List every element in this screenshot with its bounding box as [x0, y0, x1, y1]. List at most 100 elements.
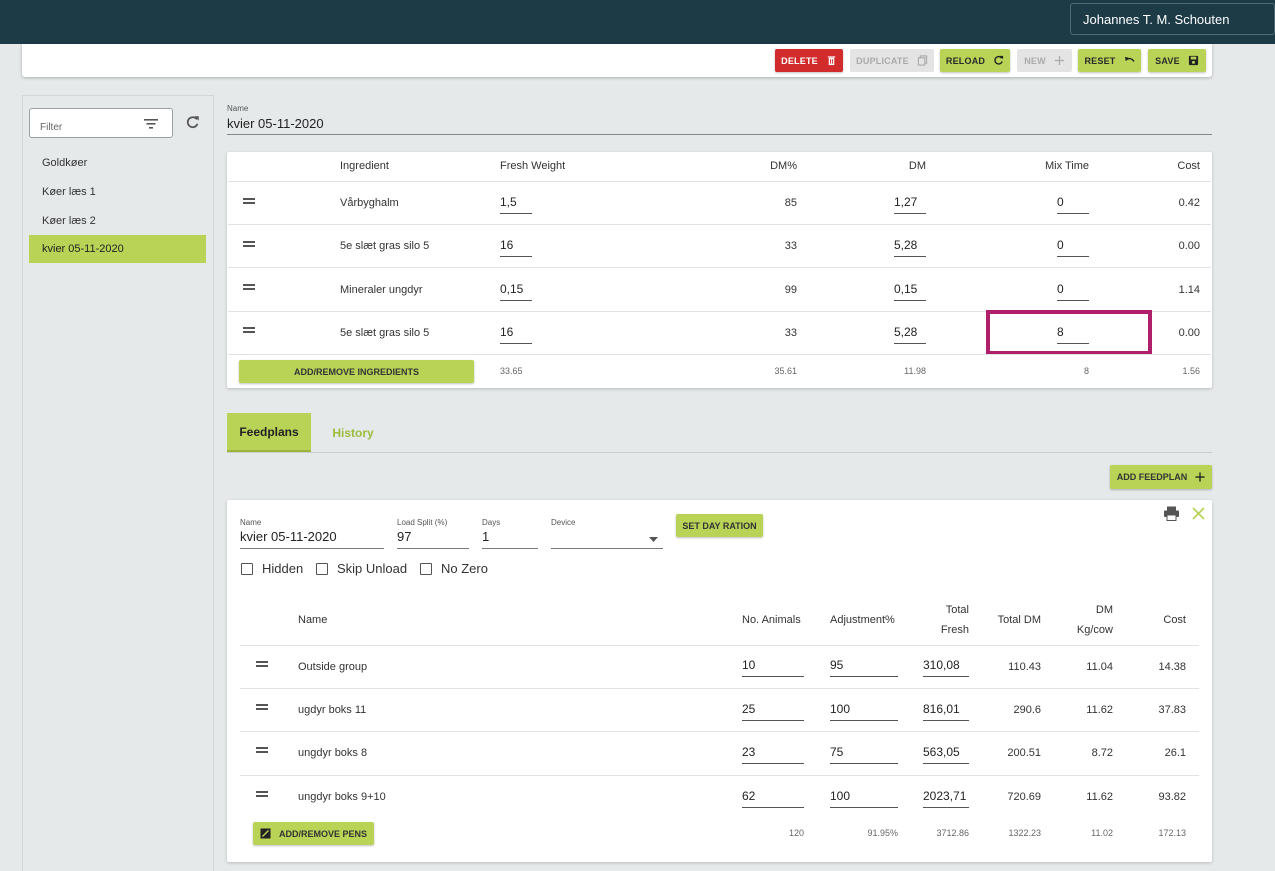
tab-history[interactable]: History: [332, 425, 374, 440]
fresh-weight-input[interactable]: 1,5: [500, 194, 532, 214]
new-button[interactable]: NEW: [1017, 49, 1072, 72]
duplicate-label: DUPLICATE: [856, 55, 909, 66]
reload-button[interactable]: RELOAD: [940, 49, 1010, 72]
undo-icon: [1124, 56, 1135, 62]
refresh-icon[interactable]: [185, 115, 200, 130]
divider: [228, 354, 1211, 355]
skip-unload-checkbox[interactable]: [316, 563, 328, 575]
fresh-weight-input[interactable]: 16: [500, 237, 532, 257]
reset-label: RESET: [1084, 55, 1116, 66]
load-split-input[interactable]: 97: [397, 529, 469, 549]
fresh-weight-input[interactable]: 16: [500, 324, 532, 344]
pens-col-total-fresh-2: Fresh: [940, 624, 969, 636]
animals-input[interactable]: 10: [742, 657, 804, 677]
mix-time-input[interactable]: 0: [1057, 237, 1089, 257]
animals-input[interactable]: 25: [742, 701, 804, 721]
feedplan-name-label: Name: [240, 518, 262, 527]
pens-col-adjustment: Adjustment%: [830, 614, 895, 626]
highlight-box: [986, 310, 1152, 355]
hidden-checkbox[interactable]: [241, 563, 253, 575]
no-zero-checkbox[interactable]: [420, 563, 432, 575]
adjustment-input[interactable]: 75: [830, 744, 898, 764]
plus-icon: [1195, 472, 1205, 482]
tab-feedplans[interactable]: Feedplans: [227, 413, 311, 452]
drag-handle-icon[interactable]: [243, 327, 255, 333]
dm-input[interactable]: 5,28: [894, 237, 926, 257]
dm-input[interactable]: 1,27: [894, 194, 926, 214]
total-dm-value: 200.51: [1007, 747, 1041, 759]
total-fresh-input[interactable]: 310,08: [923, 657, 969, 677]
animals-input[interactable]: 62: [742, 788, 804, 808]
recipe-name-input[interactable]: kvier 05-11-2020: [227, 116, 1212, 135]
adjustment-input[interactable]: 100: [830, 788, 898, 808]
recipe-sidebar: [22, 95, 214, 871]
close-icon[interactable]: [1192, 507, 1205, 520]
drag-handle-icon[interactable]: [256, 791, 268, 797]
pen-name: Outside group: [298, 661, 368, 673]
total-dm-value: 290.6: [1013, 704, 1041, 716]
sidebar-item-goldkoer[interactable]: Goldkøer: [42, 157, 88, 169]
total-adjustment: 91.95%: [867, 828, 898, 838]
drag-handle-icon[interactable]: [243, 198, 255, 204]
total-dm: 11.98: [904, 366, 926, 376]
load-split-label: Load Split (%): [397, 518, 448, 527]
drag-handle-icon[interactable]: [243, 241, 255, 247]
pens-col-dm-kg-1: DM: [1095, 604, 1113, 616]
dm-input[interactable]: 0,15: [894, 281, 926, 301]
filter-icon[interactable]: [143, 117, 159, 131]
adjustment-input[interactable]: 100: [830, 701, 898, 721]
save-button[interactable]: SAVE: [1148, 49, 1206, 72]
adjustment-input[interactable]: 95: [830, 657, 898, 677]
user-menu[interactable]: Johannes T. M. Schouten: [1070, 3, 1275, 35]
dm-pct-value: 85: [784, 197, 797, 209]
sidebar-item-koer-laes-2[interactable]: Køer læs 2: [42, 215, 96, 227]
days-input[interactable]: 1: [482, 529, 538, 549]
sidebar-item-koer-laes-1[interactable]: Køer læs 1: [42, 186, 96, 198]
total-fresh-input[interactable]: 2023,71: [923, 788, 969, 808]
fresh-weight-input[interactable]: 0,15: [500, 281, 532, 301]
pens-col-cost: Cost: [1163, 614, 1186, 626]
pens-col-name: Name: [298, 614, 328, 626]
ingredient-name: Vårbyghalm: [340, 197, 399, 209]
cost-value: 0.00: [1178, 240, 1200, 252]
feedplan-name-input[interactable]: kvier 05-11-2020: [240, 529, 384, 549]
print-icon[interactable]: [1163, 506, 1180, 521]
drag-handle-icon[interactable]: [243, 284, 255, 290]
pen-cost-value: 93.82: [1158, 791, 1186, 803]
total-fresh-input[interactable]: 563,05: [923, 744, 969, 764]
total-animals: 120: [788, 828, 804, 838]
drag-handle-icon[interactable]: [256, 747, 268, 753]
plus-icon: [1054, 55, 1064, 66]
sidebar-item-kvier[interactable]: kvier 05-11-2020: [29, 235, 206, 263]
device-select[interactable]: [551, 529, 663, 549]
reset-button[interactable]: RESET: [1078, 49, 1141, 72]
add-feedplan-button[interactable]: ADD FEEDPLAN: [1110, 465, 1212, 489]
drag-handle-icon[interactable]: [256, 661, 268, 667]
total-pen-cost: 172.13: [1158, 828, 1186, 838]
divider: [240, 775, 1199, 776]
add-remove-ingredients-button[interactable]: ADD/REMOVE INGREDIENTS: [239, 360, 474, 383]
dm-input[interactable]: 5,28: [894, 324, 926, 344]
mix-time-input[interactable]: 8: [1057, 324, 1089, 344]
delete-button[interactable]: DELETE: [775, 49, 843, 72]
cost-value: 0.00: [1178, 327, 1200, 339]
mix-time-input[interactable]: 0: [1057, 194, 1089, 214]
duplicate-button[interactable]: DUPLICATE: [850, 49, 934, 72]
divider: [228, 181, 1211, 182]
col-dm-pct: DM%: [770, 160, 797, 172]
divider: [228, 224, 1211, 225]
total-dm-sum: 1322.23: [1008, 828, 1041, 838]
dm-pct-value: 33: [784, 240, 797, 252]
dm-pct-value: 99: [784, 284, 797, 296]
cost-value: 1.14: [1178, 284, 1200, 296]
pens-col-dm-kg-2: Kg/cow: [1076, 624, 1113, 636]
animals-input[interactable]: 23: [742, 744, 804, 764]
total-fresh-input[interactable]: 816,01: [923, 701, 969, 721]
add-remove-pens-button[interactable]: ADD/REMOVE PENS: [253, 822, 374, 845]
mix-time-input[interactable]: 0: [1057, 281, 1089, 301]
drag-handle-icon[interactable]: [256, 704, 268, 710]
divider: [240, 731, 1199, 732]
total-dm-pct: 35.61: [774, 366, 797, 376]
set-day-ration-button[interactable]: SET DAY RATION: [676, 514, 763, 537]
pens-col-animals: No. Animals: [742, 614, 801, 626]
